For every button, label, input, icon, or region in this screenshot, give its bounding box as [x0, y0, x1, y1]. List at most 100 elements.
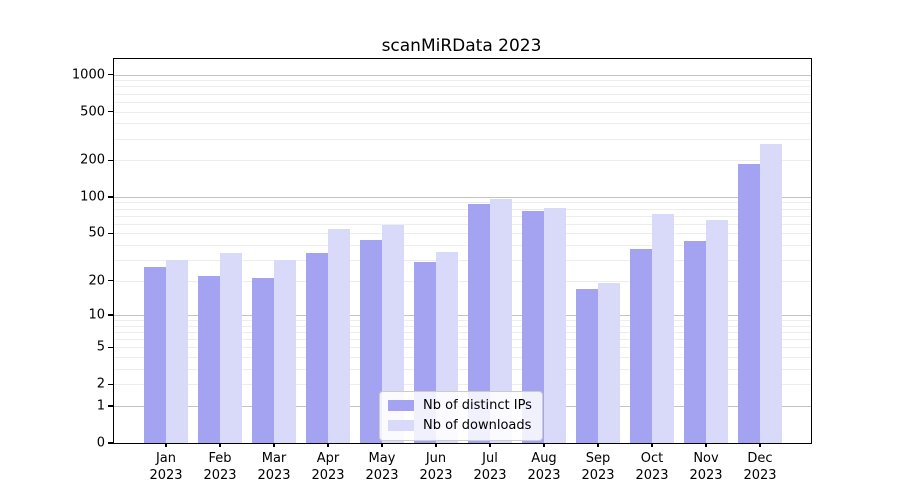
y-tick-mark: [107, 232, 113, 234]
x-tick-mark: [759, 443, 761, 447]
x-tick-mark: [165, 443, 167, 447]
bar-dec-downloads: [760, 144, 782, 443]
gridline-minor: [114, 123, 811, 125]
plot-area: Nb of distinct IPs Nb of downloads 0 1 2 5 1…: [72, 58, 812, 483]
y-tick-label: 200: [80, 152, 105, 168]
legend-swatch-downloads: [388, 420, 414, 431]
y-tick-label: 100: [80, 189, 105, 205]
gridline-minor: [114, 215, 811, 217]
gridline-minor: [114, 233, 811, 235]
gridline-minor: [114, 320, 811, 322]
gridline-minor: [114, 259, 811, 261]
gridline-minor: [114, 101, 811, 103]
gridline-minor: [114, 339, 811, 341]
gridline-minor: [114, 80, 811, 82]
x-tick-label-mar: Mar 2023: [257, 451, 291, 483]
bar-jul-downloads: [490, 198, 512, 443]
bar-may-distinct-ips: [360, 240, 382, 443]
chart-title: scanMiRData 2023: [381, 36, 542, 56]
y-tick-label: 10: [88, 307, 105, 323]
gridline-minor: [114, 384, 811, 386]
x-tick-mark: [435, 443, 437, 447]
y-tick-mark: [107, 196, 113, 198]
gridline-minor: [114, 332, 811, 334]
gridline-minor: [114, 223, 811, 225]
x-tick-label-aug: Aug 2023: [527, 451, 561, 483]
x-tick-mark: [651, 443, 653, 447]
x-tick-label-nov: Nov 2023: [689, 451, 723, 483]
x-tick-label-feb: Feb 2023: [203, 451, 237, 483]
y-tick-label: 1: [96, 398, 105, 414]
bar-may-downloads: [382, 224, 404, 443]
bar-nov-distinct-ips: [684, 241, 706, 443]
gridline-minor: [114, 347, 811, 349]
x-tick-label-may: May 2023: [365, 451, 399, 483]
gridline-minor: [114, 86, 811, 88]
x-tick-mark: [489, 443, 491, 447]
gridline-major: [114, 74, 811, 76]
y-tick-mark: [107, 73, 113, 76]
legend-item-distinct-ips: Nb of distinct IPs: [388, 398, 532, 413]
bar-dec-distinct-ips: [738, 164, 760, 443]
y-tick-mark: [107, 314, 113, 316]
x-tick-label-dec: Dec 2023: [743, 451, 777, 483]
gridline-minor: [114, 111, 811, 113]
gridline-minor: [114, 280, 811, 282]
bar-apr-downloads: [328, 229, 350, 443]
legend-label-distinct-ips: Nb of distinct IPs: [423, 398, 532, 413]
gridline-minor: [114, 93, 811, 95]
gridline-minor: [114, 244, 811, 246]
bar-oct-downloads: [652, 214, 674, 443]
y-tick-label: 500: [80, 104, 105, 119]
gridline-minor: [114, 325, 811, 327]
x-tick-mark: [381, 443, 383, 447]
x-tick-label-jul: Jul 2023: [473, 451, 507, 483]
y-tick-label: 2: [96, 376, 105, 392]
x-tick-mark: [273, 443, 275, 447]
x-tick-label-oct: Oct 2023: [635, 451, 669, 483]
bar-feb-downloads: [220, 253, 242, 443]
bar-jan-downloads: [166, 259, 188, 443]
bar-aug-downloads: [544, 208, 566, 443]
y-tick-mark: [107, 159, 113, 161]
gridline-minor: [114, 369, 811, 371]
bar-sep-distinct-ips: [576, 288, 598, 443]
x-tick-label-apr: Apr 2023: [311, 451, 345, 483]
y-tick-label: 1000: [71, 67, 105, 83]
bar-apr-distinct-ips: [306, 253, 328, 443]
x-tick-mark: [543, 443, 545, 447]
x-tick-label-sep: Sep 2023: [581, 451, 615, 483]
x-tick-label-jan: Jan 2023: [149, 451, 183, 483]
y-tick-label: 0: [96, 435, 105, 451]
gridline-minor: [114, 160, 811, 162]
x-tick-label-jun: Jun 2023: [419, 451, 453, 483]
bar-mar-distinct-ips: [252, 278, 274, 443]
y-tick-mark: [107, 383, 113, 386]
legend-swatch-distinct-ips: [388, 400, 414, 411]
legend-item-downloads: Nb of downloads: [388, 418, 532, 433]
bar-oct-distinct-ips: [630, 249, 652, 443]
y-tick-mark: [107, 346, 113, 349]
bar-sep-downloads: [598, 283, 620, 443]
y-tick-mark: [107, 280, 113, 282]
gridline-minor: [114, 138, 811, 140]
x-tick-mark: [705, 443, 707, 447]
bar-aug-distinct-ips: [522, 210, 544, 443]
y-tick-mark: [107, 442, 113, 444]
gridline-major: [114, 315, 811, 317]
legend-label-downloads: Nb of downloads: [423, 418, 532, 433]
gridline-minor: [114, 208, 811, 210]
gridline-minor: [114, 202, 811, 204]
y-tick-label: 20: [88, 273, 105, 289]
y-tick-label: 50: [88, 225, 105, 241]
bar-jan-distinct-ips: [144, 267, 166, 443]
legend: Nb of distinct IPs Nb of downloads: [379, 391, 543, 441]
x-tick-mark: [597, 443, 599, 447]
y-tick-mark: [107, 110, 113, 113]
gridline-minor: [114, 357, 811, 359]
y-tick-mark: [107, 405, 113, 407]
gridline-major: [114, 196, 811, 198]
bar-jul-distinct-ips: [468, 203, 490, 443]
bar-mar-downloads: [274, 259, 296, 443]
